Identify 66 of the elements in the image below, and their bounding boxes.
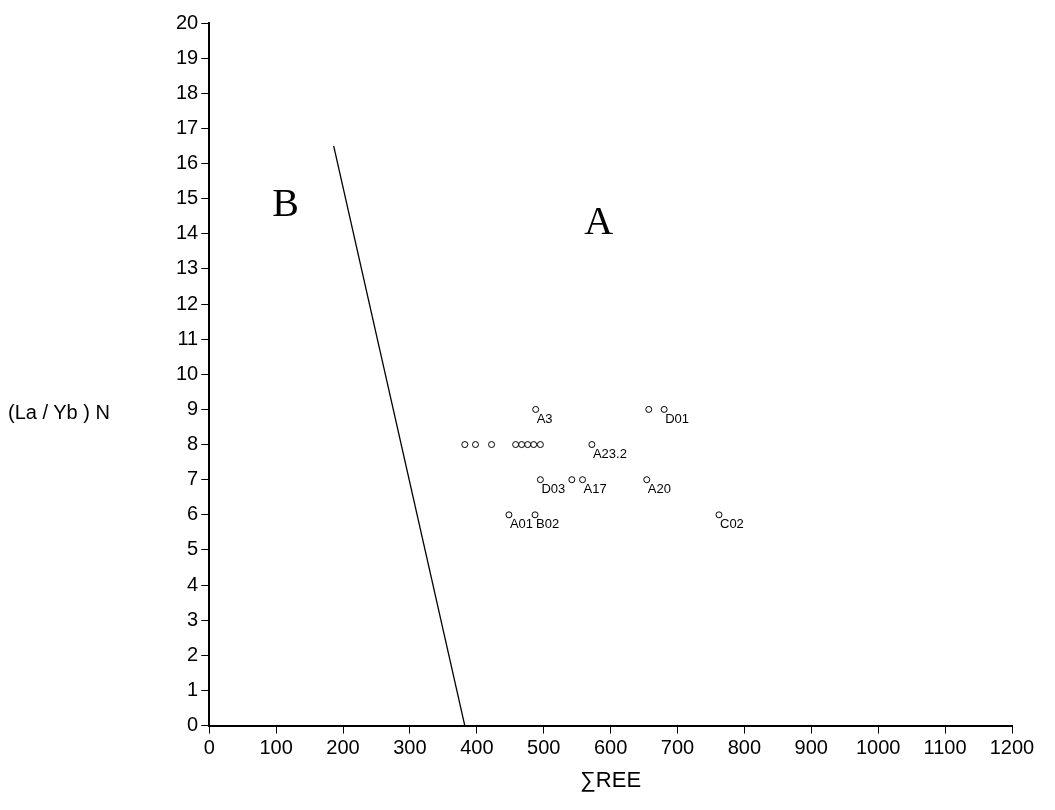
y-tick-label: 14 (176, 221, 199, 244)
point (536, 476, 544, 484)
annotation: A01 (509, 515, 534, 531)
point (643, 476, 651, 484)
point (530, 441, 538, 449)
point (471, 441, 479, 449)
y-tick-label: 12 (176, 291, 199, 314)
y-tick-label: 3 (187, 607, 199, 630)
y-tick-label: 13 (176, 256, 199, 279)
point (532, 405, 540, 413)
x-tick-label: 700 (660, 736, 695, 759)
y-tick-label: 0 (187, 713, 199, 736)
point (660, 405, 668, 413)
y-tick-label: 7 (187, 467, 199, 490)
y-tick-label: 15 (176, 186, 199, 209)
point (524, 441, 532, 449)
x-tick-label: 500 (527, 736, 561, 759)
x-tick-label: 800 (727, 736, 762, 759)
y-tick-label: 8 (187, 432, 199, 455)
annotation: A (584, 197, 614, 243)
y-tick-label: 16 (176, 151, 199, 174)
annotation: A3 (536, 410, 553, 426)
point (536, 441, 544, 449)
x-tick-label: 0 (203, 736, 215, 759)
x-tick-label: 400 (460, 736, 494, 759)
x-tick-label: 100 (259, 736, 293, 759)
point (512, 441, 520, 449)
x-tick-label: 1100 (923, 736, 967, 759)
point (715, 511, 723, 519)
annotation: B02 (536, 515, 560, 531)
y-tick-label: 2 (187, 642, 199, 665)
y-tick-label: 4 (187, 572, 199, 595)
annotation: A20 (647, 480, 671, 496)
point (579, 476, 587, 484)
y-tick-label: 9 (187, 396, 199, 419)
y-tick-label: 18 (176, 80, 199, 103)
annotation: C02 (719, 515, 744, 531)
y-tick-label: 10 (176, 361, 199, 384)
annotation: A23.2 (592, 445, 627, 461)
point (531, 511, 539, 519)
annotation: A17 (583, 480, 607, 496)
x-tick-label: 1200 (989, 736, 1035, 759)
annotation: B (272, 180, 299, 226)
point (518, 441, 526, 449)
x-axis-title: ∑REE (580, 766, 642, 792)
x-tick-label: 300 (393, 736, 427, 759)
y-axis-title: (La / Yb ) N (8, 401, 111, 424)
y-tick-label: 19 (176, 45, 199, 68)
point (568, 476, 576, 484)
y-tick-label: 17 (176, 115, 199, 138)
point (588, 441, 596, 449)
y-tick-label: 6 (187, 502, 199, 525)
annotation: D03 (541, 480, 566, 496)
x-tick-label: 900 (794, 736, 828, 759)
y-tick-label: 11 (177, 326, 199, 349)
x-tick-label: 200 (326, 736, 360, 759)
annotation: D01 (665, 410, 689, 426)
x-tick-label: 1000 (855, 736, 901, 759)
point (505, 511, 513, 519)
y-tick-label: 1 (187, 677, 199, 700)
point (461, 441, 469, 449)
x-tick-label: 600 (593, 736, 628, 759)
y-tick-label: 20 (176, 10, 199, 33)
y-tick-label: 5 (187, 537, 199, 560)
point (645, 405, 653, 413)
point (488, 441, 496, 449)
